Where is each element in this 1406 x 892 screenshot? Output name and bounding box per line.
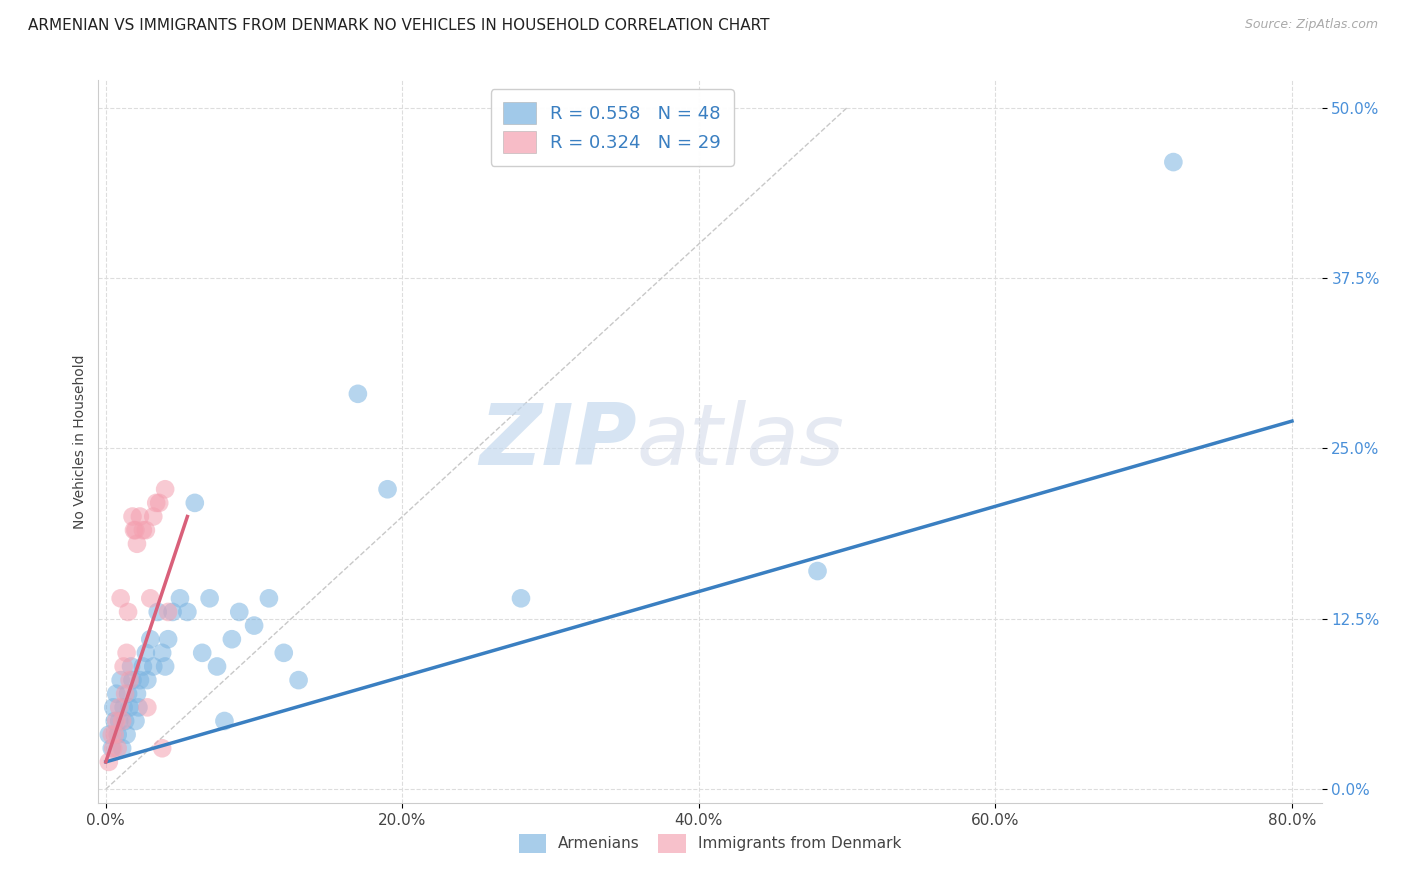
Point [110, 673, 132, 687]
Point [132, 659, 155, 673]
Point [104, 714, 127, 728]
Point [198, 591, 221, 606]
Point [117, 687, 139, 701]
Text: Source: ZipAtlas.com: Source: ZipAtlas.com [1244, 18, 1378, 31]
Point [132, 523, 155, 537]
Point [145, 496, 167, 510]
Point [135, 646, 157, 660]
Point [243, 618, 266, 632]
Point [114, 687, 136, 701]
Point [150, 646, 173, 660]
Point [107, 741, 129, 756]
Point [214, 714, 236, 728]
Point [347, 387, 370, 401]
Text: ZIP: ZIP [479, 400, 637, 483]
Point [228, 605, 250, 619]
Point [510, 591, 533, 606]
Point [117, 605, 139, 619]
Text: atlas: atlas [637, 400, 845, 483]
Point [112, 659, 135, 673]
Point [114, 714, 136, 728]
Point [157, 632, 180, 647]
Point [121, 673, 143, 687]
Point [124, 523, 146, 537]
Point [97, 728, 120, 742]
Point [111, 741, 134, 756]
Point [129, 509, 152, 524]
Point [122, 523, 145, 537]
Point [1163, 155, 1185, 169]
Point [105, 714, 128, 728]
Point [136, 673, 159, 687]
Point [112, 700, 135, 714]
Point [136, 700, 159, 714]
Point [125, 537, 148, 551]
Point [100, 728, 122, 742]
Point [273, 646, 295, 660]
Point [146, 605, 169, 619]
Point [125, 687, 148, 701]
Point [121, 509, 143, 524]
Point [176, 605, 198, 619]
Point [108, 700, 131, 714]
Point [148, 496, 170, 510]
Point [129, 673, 152, 687]
Text: ARMENIAN VS IMMIGRANTS FROM DENMARK NO VEHICLES IN HOUSEHOLD CORRELATION CHART: ARMENIAN VS IMMIGRANTS FROM DENMARK NO V… [28, 18, 769, 33]
Point [105, 687, 128, 701]
Point [205, 659, 228, 673]
Point [191, 646, 214, 660]
Point [127, 700, 149, 714]
Point [115, 646, 138, 660]
Point [103, 700, 125, 714]
Point [287, 673, 309, 687]
Point [142, 509, 165, 524]
Point [110, 591, 132, 606]
Point [257, 591, 280, 606]
Legend: Armenians, Immigrants from Denmark: Armenians, Immigrants from Denmark [510, 826, 910, 860]
Point [118, 673, 141, 687]
Point [153, 659, 176, 673]
Point [97, 755, 120, 769]
Point [157, 605, 180, 619]
Y-axis label: No Vehicles in Household: No Vehicles in Household [73, 354, 87, 529]
Point [139, 632, 162, 647]
Point [135, 523, 157, 537]
Point [150, 741, 173, 756]
Point [100, 741, 122, 756]
Point [118, 700, 141, 714]
Point [115, 728, 138, 742]
Point [184, 496, 207, 510]
Point [104, 728, 127, 742]
Point [108, 714, 131, 728]
Point [162, 605, 184, 619]
Point [107, 728, 129, 742]
Point [124, 714, 146, 728]
Point [139, 591, 162, 606]
Point [142, 659, 165, 673]
Point [120, 659, 142, 673]
Point [377, 482, 399, 496]
Point [221, 632, 243, 647]
Point [153, 482, 176, 496]
Point [806, 564, 828, 578]
Point [103, 741, 125, 756]
Point [111, 714, 134, 728]
Point [169, 591, 191, 606]
